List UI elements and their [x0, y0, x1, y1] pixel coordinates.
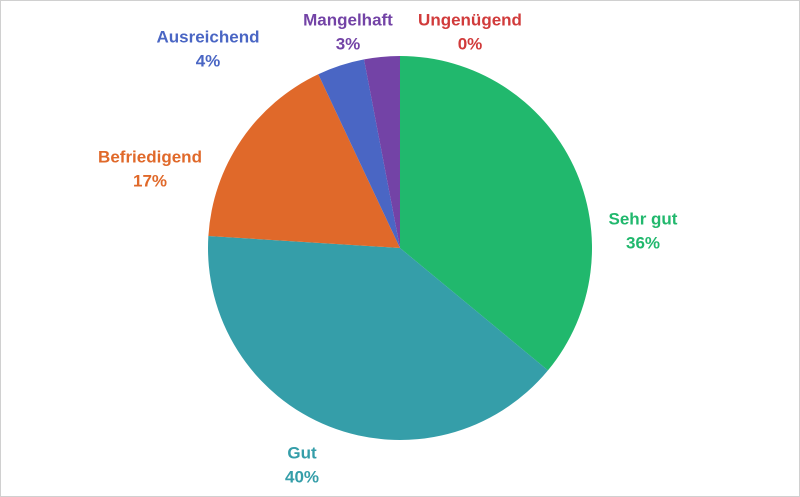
slice-label: Ausreichend — [157, 27, 260, 46]
slice-label: Ungenügend — [418, 10, 522, 29]
pie-slice — [208, 74, 400, 248]
slice-label: Sehr gut — [609, 209, 678, 228]
pie-slice — [318, 59, 400, 248]
slice-value: 3% — [336, 34, 361, 53]
slice-value: 40% — [285, 467, 319, 486]
pie-slice — [208, 235, 548, 440]
pie-slice — [364, 56, 400, 248]
slice-value: 0% — [458, 34, 483, 53]
slice-label: Mangelhaft — [303, 10, 393, 29]
pie-slice — [400, 56, 592, 371]
slice-label: Gut — [287, 443, 317, 462]
slice-value: 17% — [133, 171, 167, 190]
slice-value: 36% — [626, 233, 660, 252]
slice-value: 4% — [196, 51, 221, 70]
slice-label: Befriedigend — [98, 147, 202, 166]
